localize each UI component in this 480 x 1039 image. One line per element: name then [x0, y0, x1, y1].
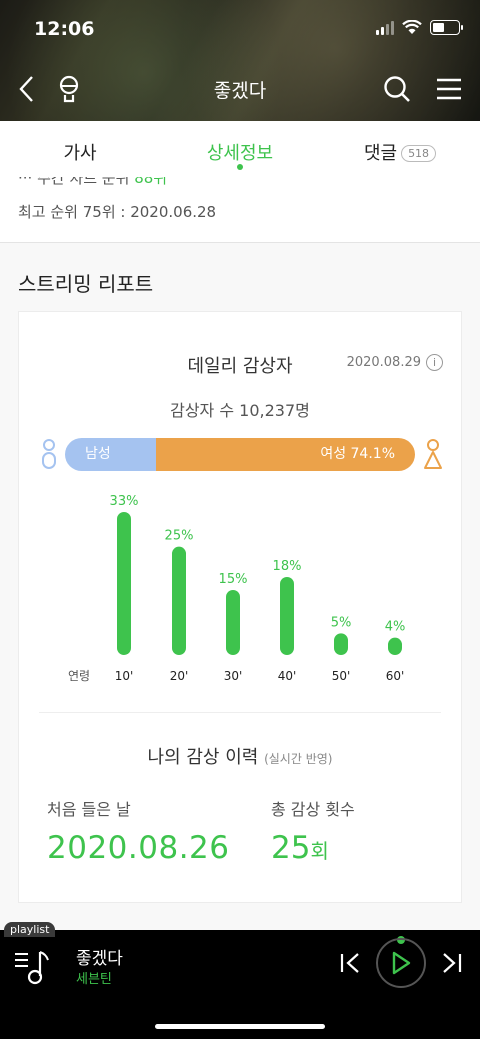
next-icon[interactable] [440, 948, 464, 978]
song-title[interactable]: 좋겠다 [76, 949, 123, 969]
age-category-label: 50' [332, 669, 351, 683]
age-distribution-chart: 연령 33% 10' 25% 20' 15% 30' 18% 40' 5% 50' 4% 60' [68, 494, 406, 683]
age-bar [117, 512, 131, 655]
age-category-label: 30' [224, 669, 243, 683]
back-button[interactable] [10, 72, 44, 106]
age-category-label: 10' [115, 669, 134, 683]
status-bar: 12:06 [0, 0, 480, 60]
age-bar-value-label: 33% [110, 494, 139, 509]
main-content[interactable]: ··· 주간 차트 순위 88위 최고 순위 75위 : 2020.06.28 … [0, 177, 480, 930]
comment-count-badge: 518 [401, 145, 437, 162]
section-title: 스트리밍 리포트 [18, 272, 154, 296]
age-bar-value-label: 4% [385, 620, 406, 635]
person-mic-icon [59, 75, 79, 103]
playlist-tag[interactable]: playlist [4, 922, 56, 937]
navbar: 좋겠다 [0, 66, 480, 112]
header-background [0, 0, 480, 121]
tab-label: 상세정보 [206, 143, 274, 164]
age-axis-label: 연령 [68, 669, 90, 683]
age-bar-value-label: 5% [331, 615, 352, 630]
age-bar-value-label: 25% [165, 529, 194, 544]
total-plays-unit: 회 [310, 839, 329, 863]
age-category-label: 40' [278, 669, 297, 683]
chart-rank-label: ··· 주간 차트 순위 [18, 177, 130, 187]
my-history-title: 나의 감상 이력 (실시간 반영) [19, 743, 461, 769]
age-bar-value-label: 18% [273, 559, 302, 574]
report-card: 데일리 감상자 2020.08.29 i 감상자 수 10,237명 남성 25… [18, 311, 462, 903]
age-category-label: 60' [386, 669, 405, 683]
page-title: 좋겠다 [213, 80, 267, 102]
age-bar [280, 577, 294, 655]
listener-count: 감상자 수 10,237명 [170, 401, 310, 420]
history-title-text: 나의 감상 이력 [147, 747, 259, 768]
back-arrow-icon [19, 76, 33, 102]
wifi-icon [402, 20, 422, 34]
first-listen-date: 2020.08.26 [47, 830, 230, 866]
status-icons [376, 20, 463, 35]
chart-rank-cut: ··· 주간 차트 순위 88위 [18, 177, 167, 188]
divider [39, 712, 441, 713]
female-segment: 여성 74.1% [155, 438, 415, 471]
menu-icon [437, 78, 461, 100]
age-bar [334, 633, 348, 655]
age-bar [388, 637, 402, 655]
tab-label: 가사 [63, 143, 97, 164]
female-icon [424, 439, 442, 469]
battery-icon [430, 20, 463, 35]
now-playing-button[interactable] [52, 72, 86, 106]
play-button[interactable] [376, 938, 426, 988]
age-bar-value-label: 15% [219, 572, 248, 587]
total-plays-label: 총 감상 횟수 [271, 800, 355, 819]
daily-listeners-title: 데일리 감상자 [187, 356, 293, 377]
first-listen-label: 처음 들은 날 [47, 800, 131, 819]
rank-info: ··· 주간 차트 순위 88위 최고 순위 75위 : 2020.06.28 [0, 177, 480, 243]
total-plays-value: 25회 [271, 830, 329, 866]
total-plays-number: 25 [271, 830, 311, 866]
search-icon [384, 76, 410, 102]
tab-comments[interactable]: 댓글 518 [320, 121, 480, 177]
chart-rank-value: 88위 [134, 177, 168, 187]
menu-button[interactable] [432, 72, 466, 106]
history-note: (실시간 반영) [264, 752, 333, 766]
mini-player[interactable]: playlist 좋겠다 세븐틴 [0, 922, 480, 1039]
streaming-report-section: 스트리밍 리포트 데일리 감상자 2020.08.29 i 감상자 수 10,2… [0, 243, 480, 930]
gender-ratio: 남성 25.9% 여성 74.1% [19, 438, 463, 472]
tab-lyrics[interactable]: 가사 [0, 121, 160, 177]
age-bar [172, 546, 186, 655]
tab-details[interactable]: 상세정보 [160, 121, 320, 177]
song-artist[interactable]: 세븐틴 [76, 972, 112, 987]
play-icon [392, 951, 411, 975]
playlist-icon[interactable] [14, 948, 52, 986]
previous-icon[interactable] [338, 948, 362, 978]
age-bar [226, 590, 240, 655]
home-indicator [155, 1024, 325, 1029]
male-segment: 남성 25.9% [65, 438, 156, 471]
search-button[interactable] [380, 72, 414, 106]
report-date-text: 2020.08.29 [346, 355, 421, 370]
report-date: 2020.08.29 i [347, 354, 443, 371]
best-rank: 최고 순위 75위 : 2020.06.28 [18, 203, 217, 221]
tab-bar: 가사 상세정보 댓글 518 [0, 121, 480, 177]
gender-bar: 남성 25.9% 여성 74.1% [65, 438, 415, 471]
signal-icon [376, 20, 394, 35]
age-category-label: 20' [170, 669, 189, 683]
status-time: 12:06 [34, 18, 95, 40]
info-icon[interactable]: i [426, 354, 443, 371]
male-icon [42, 439, 56, 469]
tab-label: 댓글 [363, 143, 398, 164]
